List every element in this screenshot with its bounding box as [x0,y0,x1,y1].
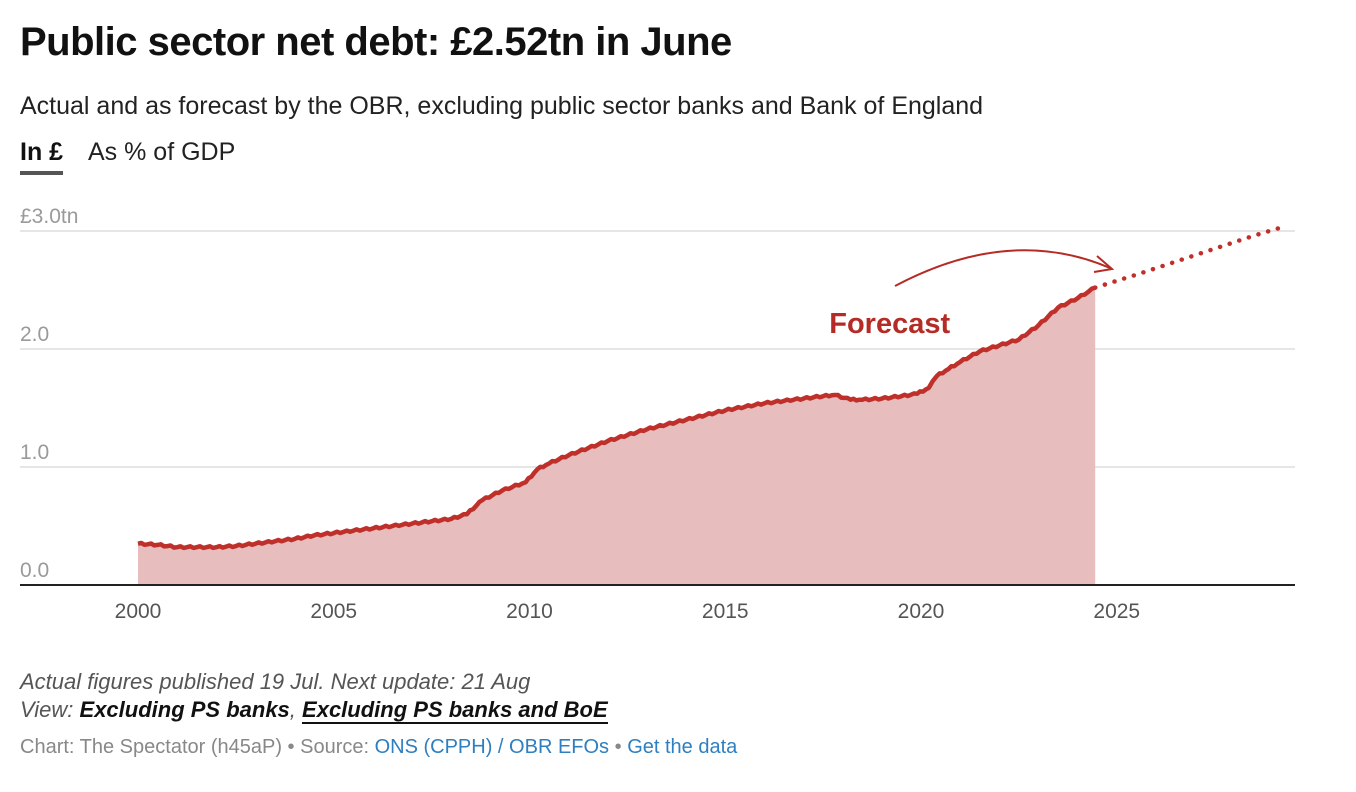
actual-debt-line [137,285,1096,551]
chart-notes: Actual figures published 19 Jul. Next up… [20,668,608,724]
forecast-debt-line [1092,225,1284,290]
x-tick-label: 2020 [898,600,945,623]
chart-subtitle: Actual and as forecast by the OBR, exclu… [20,92,984,120]
x-tick-label: 2015 [702,600,749,623]
debt-area-chart: £3.0tn 2.0 1.0 0.0 2000 2005 2010 2015 2020 2025… [20,205,1295,623]
x-tick-label: 2000 [115,600,162,623]
actual-debt-area [138,287,1096,585]
view-option-ps-banks[interactable]: Excluding PS banks [79,697,290,722]
tab-in-pounds[interactable]: In £ [20,138,64,175]
view-options: View: Excluding PS banks, Excluding PS b… [20,696,608,724]
x-tick-label: 2005 [310,600,357,623]
source-link[interactable]: ONS (CPPH) / OBR EFOs [374,736,610,758]
tab-percent-gdp[interactable]: As % of GDP [88,138,236,166]
x-tick-label: 2025 [1093,600,1140,623]
y-tick-label: 2.0 [20,323,49,346]
page-title: Public sector net debt: £2.52tn in June [20,20,732,64]
y-axis-labels: £3.0tn 2.0 1.0 0.0 [20,205,78,582]
chart-credits: Chart: The Spectator (h45aP) • Source: O… [20,736,737,759]
view-separator: , [289,697,303,722]
forecast-arrowhead [1093,255,1115,273]
credit-separator: • [609,736,628,758]
view-option-ps-banks-boe[interactable]: Excluding PS banks and BoE [302,697,608,724]
x-axis-labels: 2000 2005 2010 2015 2020 2025 [115,600,1140,623]
get-data-link[interactable]: Get the data [627,736,738,758]
view-prefix: View: [20,697,80,722]
publication-note: Actual figures published 19 Jul. Next up… [20,669,531,694]
forecast-arrow [894,249,1111,287]
y-tick-label: 0.0 [20,559,49,582]
x-tick-label: 2010 [506,600,553,623]
y-tick-label: £3.0tn [20,205,78,228]
y-tick-label: 1.0 [20,441,49,464]
credit-text: Chart: The Spectator (h45aP) • Source: [20,736,375,758]
forecast-annotation: Forecast [829,308,950,340]
